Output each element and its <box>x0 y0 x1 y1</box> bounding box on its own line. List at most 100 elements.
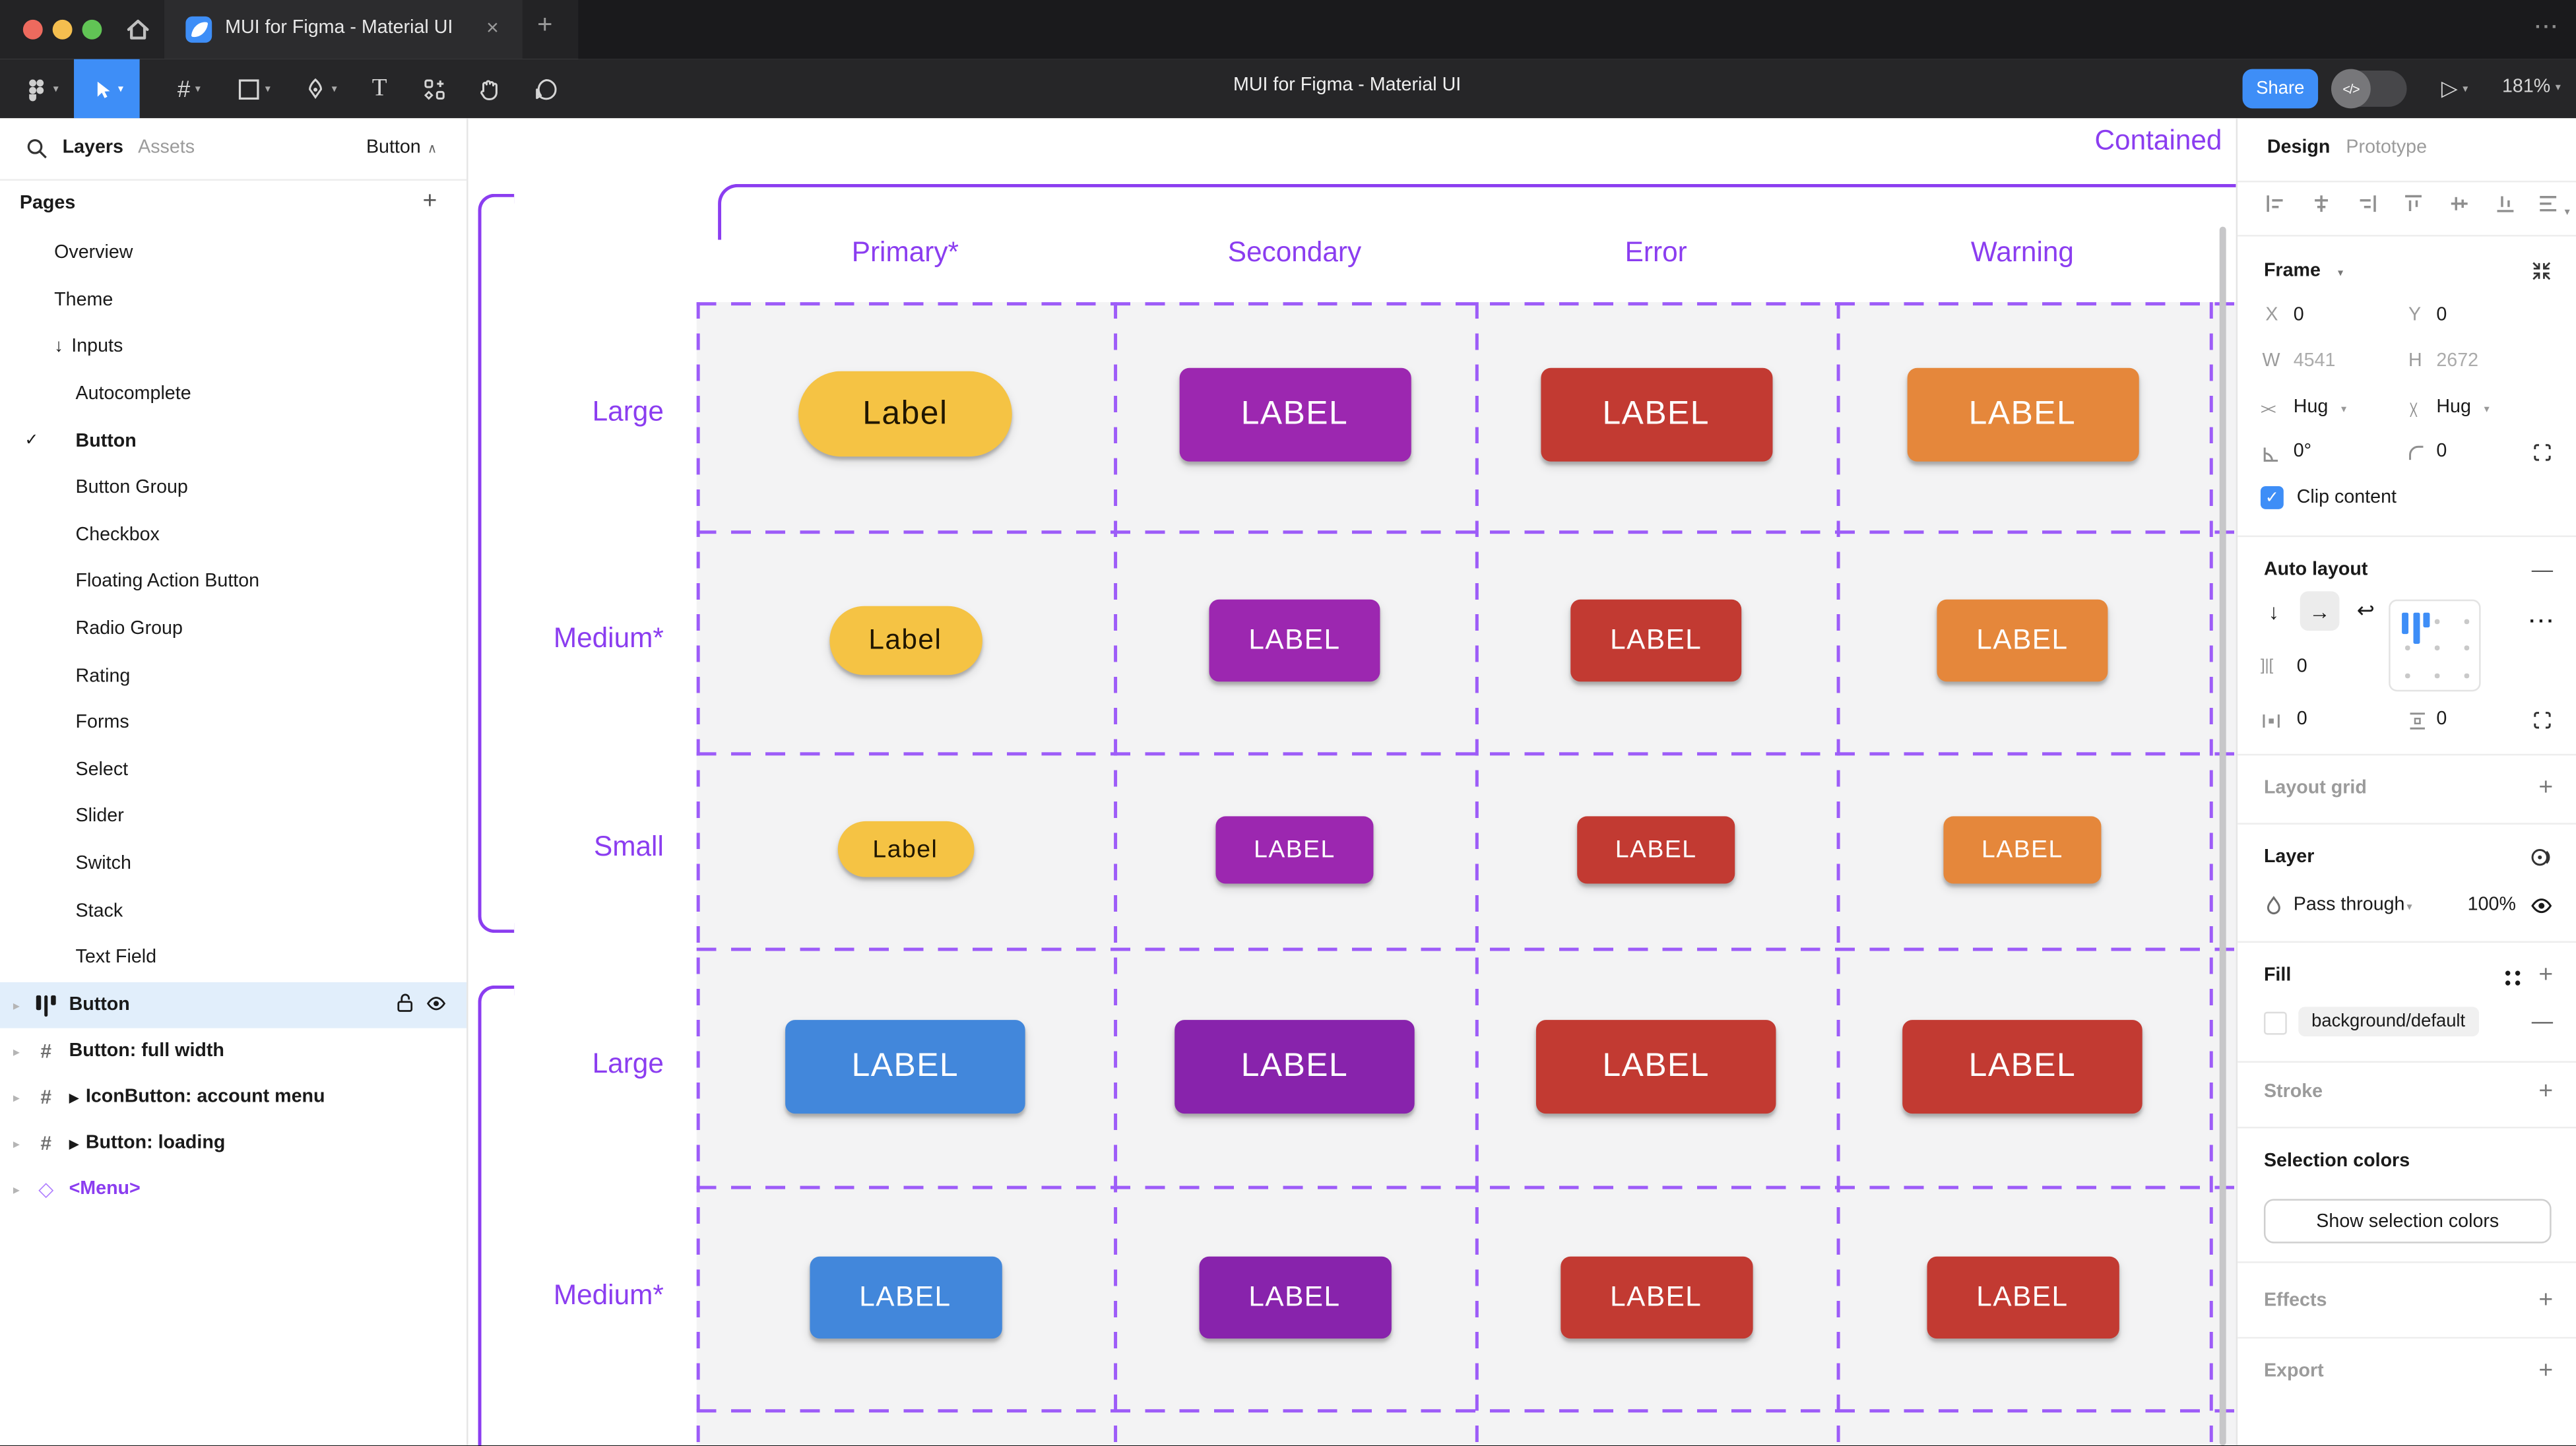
remove-auto-layout-button[interactable]: — <box>2531 557 2554 582</box>
align-bottom-icon[interactable] <box>2494 192 2517 220</box>
remove-fill-button[interactable]: — <box>2531 1008 2554 1034</box>
text-tool-button[interactable]: T <box>358 59 401 119</box>
fill-section-header[interactable]: Fill <box>2263 966 2292 986</box>
mui-button-sample[interactable]: LABEL <box>1215 815 1374 883</box>
sidebar-page-text-field[interactable]: Text Field <box>0 934 467 981</box>
layer-row-iconbutton-account-menu[interactable]: ▸ # ▶ IconButton: account menu <box>0 1074 467 1120</box>
auto-layout-more-icon[interactable]: ··· <box>2529 609 2557 633</box>
mui-button-sample[interactable]: LABEL <box>1906 367 2139 461</box>
tab-assets[interactable]: Assets <box>138 138 195 158</box>
vertical-padding-value[interactable]: 0 <box>2436 709 2447 730</box>
add-export-button[interactable]: + <box>2538 1356 2554 1385</box>
mui-button-sample[interactable]: LABEL <box>1937 599 2108 682</box>
fill-color-swatch[interactable] <box>2263 1011 2287 1035</box>
file-title[interactable]: MUI for Figma - Material UI <box>1233 75 1462 96</box>
align-left-icon[interactable] <box>2264 192 2287 220</box>
mui-button-sample[interactable]: LABEL <box>1577 815 1735 883</box>
w-value[interactable]: 4541 <box>2293 351 2336 371</box>
fill-style-name[interactable]: background/default <box>2298 1007 2479 1037</box>
active-tab[interactable] <box>164 0 523 59</box>
sidebar-page-checkbox[interactable]: Checkbox <box>0 512 467 559</box>
align-right-icon[interactable] <box>2356 192 2379 220</box>
effects-section-header[interactable]: Effects <box>2263 1290 2327 1311</box>
unlock-icon[interactable] <box>396 992 414 1019</box>
pen-tool-button[interactable]: ▾ <box>292 59 348 119</box>
expand-layer-chevron-icon[interactable]: ▸ <box>13 1044 20 1059</box>
auto-layout-horizontal-button[interactable]: → <box>2300 591 2340 631</box>
mui-button-sample[interactable]: LABEL <box>785 1019 1025 1113</box>
sidebar-page-stack[interactable]: Stack <box>0 887 467 934</box>
visible-eye-icon[interactable] <box>426 993 447 1017</box>
layer-row-button-full-width[interactable]: ▸ # Button: full width <box>0 1028 467 1075</box>
expanded-arrow-icon[interactable]: ↓ <box>54 337 63 358</box>
expand-layer-chevron-icon[interactable]: ▸ <box>13 1089 20 1105</box>
mui-button-sample[interactable]: LABEL <box>809 1256 1002 1339</box>
hug-vertical-value[interactable]: Hug <box>2436 397 2471 418</box>
horizontal-padding-value[interactable]: 0 <box>2296 709 2307 730</box>
layout-grid-header[interactable]: Layout grid <box>2263 778 2367 799</box>
fill-styles-icon[interactable] <box>2505 970 2511 976</box>
dev-mode-toggle[interactable]: </> <box>2331 69 2407 109</box>
auto-layout-alignment-widget[interactable] <box>2389 599 2481 692</box>
expand-layer-chevron-icon[interactable]: ▸ <box>13 1181 20 1197</box>
mui-button-sample[interactable]: LABEL <box>1560 1256 1753 1339</box>
shape-tool-button[interactable]: ▾ <box>227 59 283 119</box>
move-tool-button[interactable]: ▾ <box>74 59 140 119</box>
home-icon[interactable] <box>125 16 151 51</box>
show-selection-colors-button[interactable]: Show selection colors <box>2263 1199 2552 1243</box>
h-value[interactable]: 2672 <box>2436 351 2479 371</box>
layer-row-button[interactable]: ▸ Button <box>0 982 467 1028</box>
mui-button-sample[interactable]: Label <box>829 606 982 676</box>
layer-section-header[interactable]: Layer <box>2263 847 2315 867</box>
layer-row--menu-[interactable]: ▸ ◇ <Menu> <box>0 1166 467 1212</box>
export-section-header[interactable]: Export <box>2263 1362 2324 1381</box>
mui-button-sample[interactable]: Label <box>837 821 974 877</box>
distribute-icon[interactable]: ▾ <box>2536 192 2570 220</box>
independent-padding-icon[interactable] <box>2532 710 2553 736</box>
corner-radius-value[interactable]: 0 <box>2436 441 2447 462</box>
resources-tool-button[interactable] <box>410 59 457 119</box>
add-fill-button[interactable]: + <box>2538 960 2554 989</box>
auto-layout-header[interactable]: Auto layout <box>2263 560 2368 580</box>
clip-content-checkbox[interactable]: ✓ <box>2260 486 2284 509</box>
minimize-window-button[interactable] <box>52 19 73 40</box>
mui-button-sample[interactable]: LABEL <box>1535 1019 1776 1113</box>
sidebar-page-inputs[interactable]: ↓ Inputs <box>0 324 467 371</box>
present-button[interactable]: ▷ ▾ <box>2441 76 2468 102</box>
window-more-icon[interactable]: ··· <box>2534 15 2560 38</box>
mui-button-sample[interactable]: LABEL <box>1570 599 1742 682</box>
tab-design[interactable]: Design <box>2267 138 2331 158</box>
maximize-window-button[interactable] <box>82 19 102 40</box>
sidebar-page-button-group[interactable]: Button Group <box>0 465 467 512</box>
mui-button-sample[interactable]: LABEL <box>1175 1019 1415 1113</box>
independent-corners-icon[interactable] <box>2532 442 2553 468</box>
opacity-value[interactable]: 100% <box>2467 895 2516 915</box>
share-button[interactable]: Share <box>2242 69 2319 109</box>
canvas[interactable]: Contained Primary* Secondary Error Warning L… <box>468 118 2236 1446</box>
add-stroke-button[interactable]: + <box>2538 1077 2554 1106</box>
sidebar-page-forms[interactable]: Forms <box>0 699 467 746</box>
blend-mode-icon[interactable] <box>2530 846 2553 873</box>
comment-tool-button[interactable] <box>523 59 569 119</box>
hug-horizontal-value[interactable]: Hug <box>2293 397 2329 418</box>
layer-row-button-loading[interactable]: ▸ # ▶ Button: loading <box>0 1120 467 1166</box>
tab-layers[interactable]: Layers <box>62 138 123 158</box>
expand-layer-chevron-icon[interactable]: ▸ <box>13 997 20 1013</box>
figma-menu-button[interactable]: ▾ <box>13 59 69 119</box>
auto-layout-wrap-button[interactable]: ↩ <box>2356 598 2375 623</box>
tab-close-icon[interactable]: × <box>486 15 499 40</box>
stroke-section-header[interactable]: Stroke <box>2263 1082 2323 1102</box>
rotation-value[interactable]: 0° <box>2293 441 2312 462</box>
hand-tool-button[interactable] <box>467 59 513 119</box>
collapse-panel-icon[interactable] <box>2530 259 2553 287</box>
sidebar-page-radio-group[interactable]: Radio Group <box>0 606 467 652</box>
sidebar-page-rating[interactable]: Rating <box>0 652 467 699</box>
mui-button-sample[interactable]: LABEL <box>1926 1256 2119 1339</box>
page-selector-dropdown[interactable]: Button ∧ <box>366 138 437 158</box>
mui-button-sample[interactable]: LABEL <box>1540 367 1772 461</box>
tab-prototype[interactable]: Prototype <box>2346 138 2428 158</box>
sidebar-page-slider[interactable]: Slider <box>0 794 467 840</box>
x-value[interactable]: 0 <box>2293 305 2304 325</box>
sidebar-page-switch[interactable]: Switch <box>0 840 467 887</box>
add-effect-button[interactable]: + <box>2538 1286 2554 1314</box>
